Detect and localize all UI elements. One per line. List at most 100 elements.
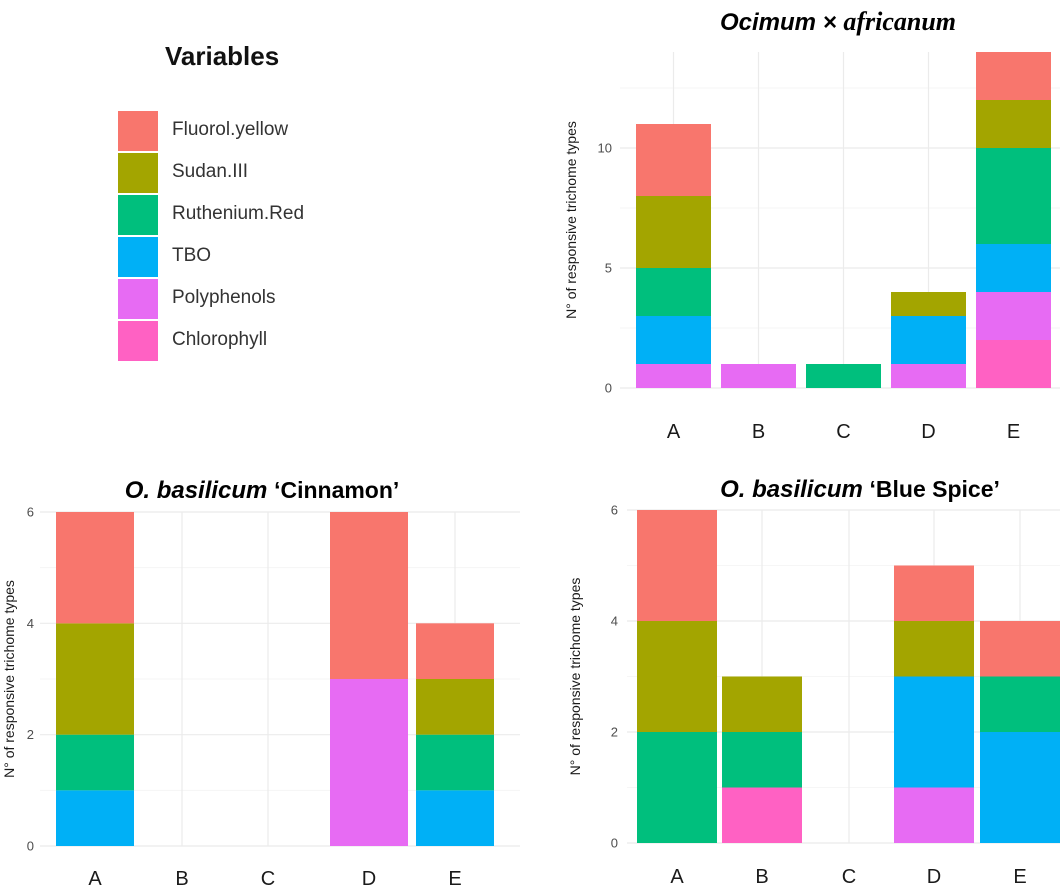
x-tick-label: C: [836, 421, 850, 443]
legend-item: TBO: [118, 237, 378, 279]
chart-title-part: africanum: [843, 7, 956, 36]
chart-title-part: Ocimum ×: [720, 9, 843, 36]
y-tick-label: 0: [605, 381, 612, 396]
bar-segment-a-ruthenium-red: [637, 732, 717, 843]
legend-item: Fluorol.yellow: [118, 111, 378, 153]
legend-swatch: [118, 279, 158, 319]
legend-label: Fluorol.yellow: [172, 119, 289, 140]
chart-title: O. basilicum ‘Blue Spice’: [720, 476, 1000, 503]
y-axis-label: N° of responsive trichome types: [1, 580, 17, 778]
x-tick-label: D: [921, 421, 935, 443]
x-tick-label: E: [448, 868, 461, 890]
legend-label: Chlorophyll: [172, 329, 268, 350]
bar-segment-e-fluorol-yellow: [980, 621, 1060, 677]
legend: Variables Fluorol.yellow Sudan.III Ruthe…: [100, 35, 400, 375]
bars: [636, 52, 1051, 388]
bar-segment-e-chlorophyll: [976, 340, 1051, 388]
x-tick-label: B: [752, 421, 765, 443]
y-tick-label: 10: [598, 141, 612, 156]
y-tick-label: 2: [27, 727, 34, 742]
x-tick-label: D: [927, 866, 941, 888]
legend-swatch: [118, 111, 158, 151]
bar-segment-b-chlorophyll: [722, 787, 802, 843]
bar-segment-e-tbo: [416, 790, 494, 846]
x-tick-label: C: [842, 866, 856, 888]
legend-label: Polyphenols: [172, 287, 276, 308]
bar-segment-e-tbo: [980, 732, 1060, 843]
x-tick-label: A: [88, 868, 102, 890]
bar-segment-a-ruthenium-red: [636, 268, 711, 316]
bar-segment-e-sudan-iii: [416, 679, 494, 735]
bar-segment-a-tbo: [636, 316, 711, 364]
legend-label: Sudan.III: [172, 161, 249, 182]
legend-swatch: [118, 195, 158, 235]
bar-segment-a-tbo: [56, 790, 134, 846]
legend-swatch: [118, 153, 158, 193]
y-axis-label: N° of responsive trichome types: [563, 121, 579, 319]
x-tick-label: A: [667, 421, 681, 443]
bar-segment-d-polyphenols: [330, 679, 408, 846]
x-tick-label: D: [362, 868, 376, 890]
bar-segment-e-fluorol-yellow: [416, 623, 494, 679]
bar-segment-a-polyphenols: [636, 364, 711, 388]
bars: [637, 510, 1060, 843]
x-tick-label: E: [1007, 421, 1020, 443]
legend-label: TBO: [172, 245, 212, 266]
bar-segment-e-fluorol-yellow: [976, 52, 1051, 100]
bar-segment-d-sudan-iii: [891, 292, 966, 316]
bar-segment-d-fluorol-yellow: [330, 512, 408, 679]
chart-title: O. basilicum ‘Cinnamon’: [125, 477, 400, 504]
bar-segment-b-ruthenium-red: [722, 732, 802, 788]
bar-segment-e-ruthenium-red: [980, 676, 1060, 732]
legend-item: Chlorophyll: [118, 321, 378, 363]
legend-item: Ruthenium.Red: [118, 195, 378, 237]
bar-segment-d-sudan-iii: [894, 621, 974, 677]
legend-item: Polyphenols: [118, 279, 378, 321]
y-tick-label: 6: [611, 503, 618, 518]
y-tick-label: 6: [27, 505, 34, 520]
legend-item: Sudan.III: [118, 153, 378, 195]
legend-swatch: [118, 237, 158, 277]
legend-list: Fluorol.yellow Sudan.III Ruthenium.Red T…: [118, 111, 378, 363]
bar-segment-d-fluorol-yellow: [894, 565, 974, 621]
bar-segment-a-sudan-iii: [637, 621, 717, 732]
bar-segment-e-sudan-iii: [976, 100, 1051, 148]
x-tick-label: A: [670, 866, 684, 888]
legend-label: Ruthenium.Red: [172, 203, 305, 224]
chart-title-part: ‘Cinnamon’: [274, 477, 399, 503]
bar-segment-d-polyphenols: [894, 787, 974, 843]
bar-segment-a-ruthenium-red: [56, 734, 134, 791]
bar-segment-a-sudan-iii: [636, 196, 711, 268]
bar-segment-e-tbo: [976, 244, 1051, 292]
x-tick-label: B: [755, 866, 768, 888]
y-tick-label: 5: [605, 261, 612, 276]
y-tick-label: 4: [27, 616, 34, 631]
x-tick-label: E: [1013, 866, 1026, 888]
bar-segment-e-ruthenium-red: [976, 148, 1051, 244]
bar-segment-a-fluorol-yellow: [636, 124, 711, 196]
y-tick-label: 4: [611, 614, 618, 629]
bar-segment-d-tbo: [894, 676, 974, 788]
legend-title: Variables: [165, 41, 280, 71]
x-tick-label: B: [175, 868, 188, 890]
bar-segment-a-sudan-iii: [56, 623, 134, 735]
x-tick-label: C: [261, 868, 275, 890]
bar-segment-a-fluorol-yellow: [637, 510, 717, 621]
bars: [56, 512, 494, 846]
bar-segment-b-polyphenols: [721, 364, 796, 388]
chart-title-part: ‘Blue Spice’: [870, 476, 1000, 502]
chart-title-part: O. basilicum: [720, 476, 869, 503]
bar-segment-b-sudan-iii: [722, 676, 802, 732]
bar-segment-d-tbo: [891, 316, 966, 364]
bar-segment-c-ruthenium-red: [806, 364, 881, 388]
chart-title-part: O. basilicum: [125, 477, 274, 504]
legend-swatch: [118, 321, 158, 361]
bar-segment-d-polyphenols: [891, 364, 966, 388]
y-tick-label: 0: [27, 839, 34, 854]
y-tick-label: 0: [611, 836, 618, 851]
bar-segment-a-fluorol-yellow: [56, 512, 134, 624]
chart-title: Ocimum × africanum: [720, 7, 956, 36]
